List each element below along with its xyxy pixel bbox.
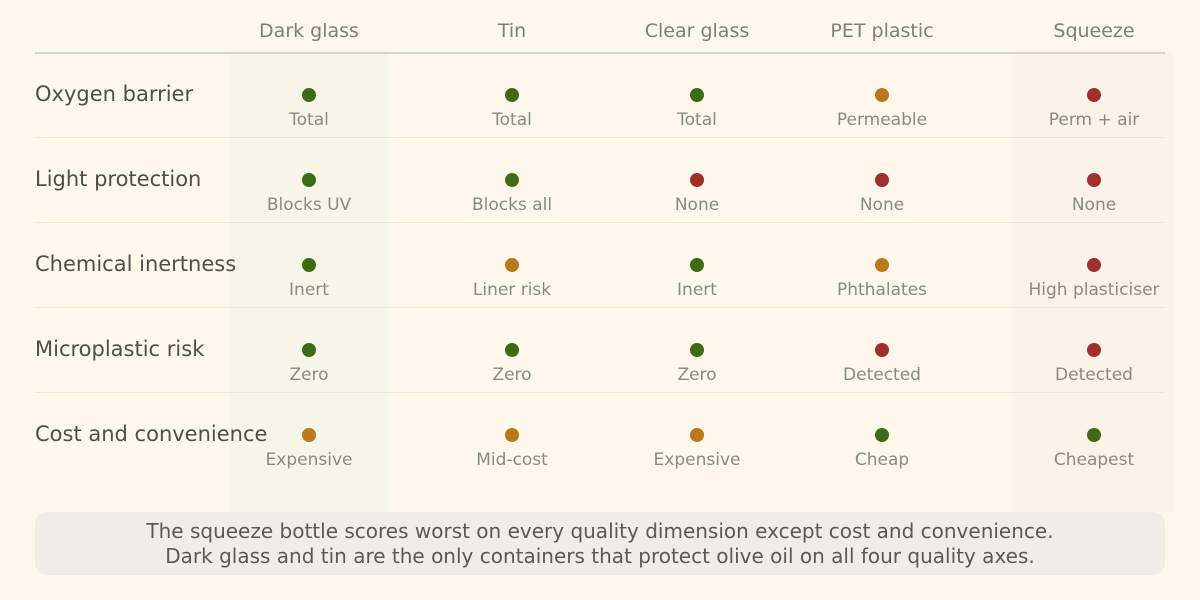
row-label-oxygen-barrier: Oxygen barrier <box>35 82 194 106</box>
rating-dot-bad <box>875 343 889 357</box>
column-header-clear-glass: Clear glass <box>644 20 750 42</box>
cell-label: Detected <box>843 365 921 385</box>
rating-dot-medium <box>875 258 889 272</box>
rating-dot-good <box>875 428 889 442</box>
row-label-cost-and-convenience: Cost and convenience <box>35 422 268 446</box>
cell-label: Liner risk <box>472 280 552 300</box>
rating-dot-medium <box>875 88 889 102</box>
cell-label: Perm + air <box>1048 110 1140 130</box>
rating-dot-good <box>505 88 519 102</box>
cell-label: Inert <box>677 280 717 300</box>
cell-label: Expensive <box>653 450 741 470</box>
cell-label: Cheapest <box>1053 450 1135 470</box>
rating-dot-good <box>302 88 316 102</box>
rating-dot-good <box>690 343 704 357</box>
column-header-dark-glass: Dark glass <box>259 20 359 42</box>
cell-label: Cheap <box>854 450 910 470</box>
summary-box: The squeeze bottle scores worst on every… <box>35 512 1165 575</box>
row-divider <box>35 307 1165 308</box>
rating-dot-good <box>505 173 519 187</box>
rating-dot-good <box>1087 428 1101 442</box>
cell-label: High plasticiser <box>1028 280 1160 300</box>
cell-label: None <box>1071 195 1117 215</box>
rating-dot-bad <box>1087 88 1101 102</box>
row-divider <box>35 392 1165 393</box>
cell-label: None <box>859 195 905 215</box>
rating-dot-medium <box>505 258 519 272</box>
row-label-light-protection: Light protection <box>35 167 202 191</box>
summary-line-1: The squeeze bottle scores worst on every… <box>146 518 1054 543</box>
rating-dot-good <box>302 173 316 187</box>
cell-label: Blocks UV <box>266 195 352 215</box>
cell-label: Zero <box>677 365 717 385</box>
rating-dot-bad <box>690 173 704 187</box>
column-header-squeeze: Squeeze <box>1053 20 1135 42</box>
row-label-chemical-inertness: Chemical inertness <box>35 252 237 276</box>
rating-dot-bad <box>1087 258 1101 272</box>
cell-label: Zero <box>289 365 329 385</box>
rating-dot-good <box>505 343 519 357</box>
rating-dot-good <box>690 88 704 102</box>
cell-label: Inert <box>289 280 329 300</box>
rating-dot-bad <box>1087 173 1101 187</box>
rating-dot-good <box>302 258 316 272</box>
cell-label: Total <box>289 110 329 130</box>
cell-label: Total <box>492 110 532 130</box>
column-header-tin: Tin <box>497 20 527 42</box>
rating-dot-medium <box>690 428 704 442</box>
cell-label: Expensive <box>265 450 353 470</box>
column-header-pet-plastic: PET plastic <box>830 20 934 42</box>
cell-label: Detected <box>1055 365 1133 385</box>
rating-dot-medium <box>505 428 519 442</box>
cell-label: None <box>674 195 720 215</box>
rating-dot-bad <box>1087 343 1101 357</box>
summary-line-2: Dark glass and tin are the only containe… <box>165 543 1035 568</box>
cell-label: Permeable <box>836 110 928 130</box>
cell-label: Mid-cost <box>476 450 548 470</box>
cell-label: Total <box>677 110 717 130</box>
rating-dot-bad <box>875 173 889 187</box>
rating-dot-good <box>302 343 316 357</box>
cell-label: Phthalates <box>836 280 928 300</box>
row-divider <box>35 137 1165 138</box>
rating-dot-medium <box>302 428 316 442</box>
header-divider <box>35 52 1165 54</box>
row-label-microplastic-risk: Microplastic risk <box>35 337 205 361</box>
row-divider <box>35 222 1165 223</box>
rating-dot-good <box>690 258 704 272</box>
cell-label: Zero <box>492 365 532 385</box>
cell-label: Blocks all <box>471 195 553 215</box>
